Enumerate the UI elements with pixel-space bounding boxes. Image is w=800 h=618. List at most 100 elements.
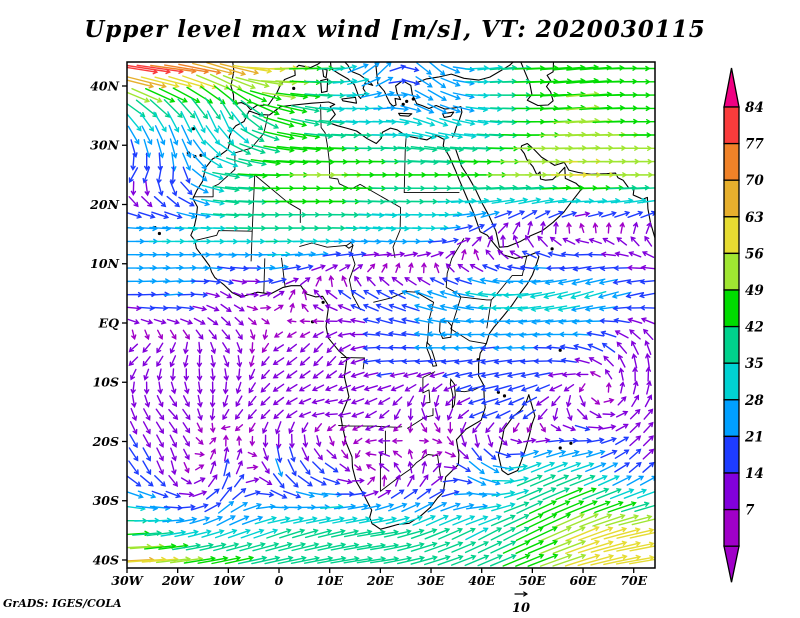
wind-arrow — [614, 330, 629, 339]
wind-arrow — [350, 371, 365, 378]
wind-arrow — [360, 90, 383, 98]
wind-arrow — [183, 368, 189, 382]
wind-arrow — [410, 541, 438, 552]
wind-arrow — [452, 211, 475, 217]
wind-arrow — [367, 476, 376, 485]
wind-arrow — [465, 527, 489, 541]
wind-arrow — [559, 265, 579, 272]
wind-arrow — [642, 461, 655, 473]
wind-arrow — [220, 425, 231, 431]
wind-arrow — [364, 410, 377, 418]
wind-arrow — [503, 292, 529, 298]
wind-arrow — [286, 343, 297, 353]
wind-arrow — [127, 318, 140, 325]
wind-arrow — [365, 464, 376, 471]
wind-arrow — [432, 462, 442, 473]
wind-arrow — [446, 436, 454, 447]
coastline-corsica — [322, 68, 328, 79]
wind-arrow — [180, 181, 193, 196]
wind-arrow — [183, 341, 189, 355]
wind-arrow — [155, 408, 165, 421]
wind-arrow — [483, 223, 497, 233]
wind-arrow — [566, 513, 599, 528]
wind-arrow — [579, 513, 613, 528]
wind-arrow — [642, 448, 655, 460]
wind-arrow — [267, 516, 291, 524]
country-border — [340, 356, 366, 370]
wind-arrow — [627, 210, 644, 218]
wind-arrow — [129, 421, 138, 435]
wind-arrow — [433, 395, 440, 408]
wind-arrow — [253, 528, 279, 539]
wind-arrow — [235, 460, 243, 475]
wind-arrow — [144, 381, 150, 395]
wind-arrow — [330, 529, 360, 538]
wind-arrow — [350, 385, 365, 392]
wind-arrow — [153, 196, 167, 208]
wind-arrow — [197, 555, 229, 564]
wind-arrow — [504, 305, 528, 312]
wind-arrow — [427, 103, 448, 114]
wind-arrow — [362, 303, 379, 312]
wind-arrow — [248, 382, 256, 394]
wind-arrow — [318, 516, 345, 524]
country-border — [348, 245, 361, 311]
wind-arrow — [416, 251, 432, 257]
y-tick-label: 20N — [89, 197, 119, 212]
wind-arrow — [631, 160, 655, 163]
wind-arrow — [552, 526, 586, 542]
wind-arrow — [216, 515, 236, 526]
wind-arrow — [362, 317, 379, 324]
wind-arrow — [523, 437, 537, 444]
wind-arrow — [192, 490, 208, 498]
wind-arrow — [500, 234, 506, 248]
wind-arrow — [600, 251, 616, 257]
wind-arrow — [464, 290, 489, 298]
wind-arrow — [165, 490, 182, 499]
wind-arrow — [292, 528, 319, 539]
wind-arrow — [578, 383, 586, 393]
wind-arrow — [537, 408, 548, 421]
wind-arrow — [302, 434, 309, 449]
colorbar-tick-label: 56 — [745, 246, 764, 262]
wind-arrow — [326, 449, 337, 460]
wind-arrow — [490, 554, 517, 567]
wind-arrow — [229, 515, 250, 526]
wind-arrow — [442, 237, 460, 244]
wind-arrow — [503, 514, 530, 527]
wind-arrow — [251, 144, 281, 154]
wind-arrow — [142, 447, 151, 462]
wind-arrow — [512, 234, 520, 248]
wind-arrow — [529, 500, 557, 515]
wind-arrow — [535, 210, 551, 219]
wind-arrow — [605, 514, 640, 527]
wind-arrow — [208, 329, 217, 340]
wind-arrow — [196, 368, 203, 382]
wind-arrow — [557, 278, 580, 286]
wind-arrow — [390, 251, 406, 257]
wind-arrow — [324, 318, 338, 324]
wind-arrow — [172, 542, 202, 551]
wind-arrow — [293, 516, 318, 524]
wind-arrow — [349, 490, 367, 497]
wind-arrow — [566, 395, 572, 408]
wind-arrow — [245, 477, 260, 484]
wind-arrow — [227, 528, 251, 539]
wind-arrow — [534, 250, 551, 258]
wind-arrow — [440, 63, 461, 74]
wind-arrow — [480, 398, 499, 405]
wind-arrow — [390, 489, 405, 499]
wind-arrow — [213, 156, 239, 168]
wind-arrow — [178, 491, 195, 498]
wind-arrow — [210, 341, 216, 355]
wind-arrow — [388, 358, 406, 365]
wind-arrow — [317, 542, 347, 551]
wind-arrow — [467, 385, 486, 392]
wind-arrow — [174, 529, 199, 538]
wind-arrow — [311, 384, 325, 392]
wind-arrow — [490, 514, 516, 527]
wind-arrow — [166, 195, 181, 208]
wind-vectors-layer — [127, 62, 655, 567]
wind-arrow — [389, 64, 407, 72]
wind-arrow — [419, 438, 430, 444]
